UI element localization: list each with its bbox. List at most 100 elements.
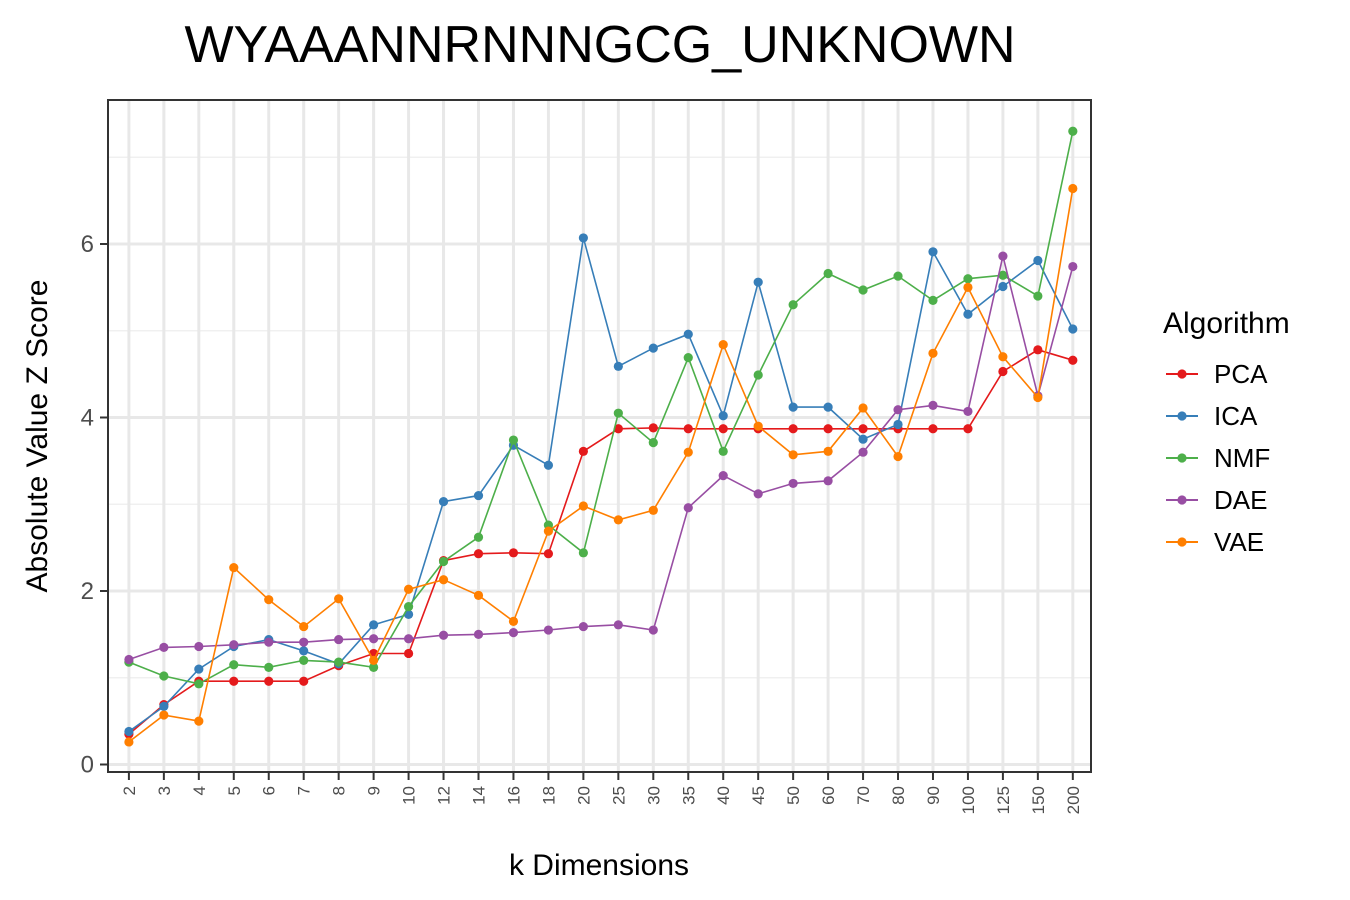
data-point-vae	[264, 595, 274, 605]
data-point-ica	[578, 233, 588, 243]
grid-lines	[108, 100, 1091, 772]
data-point-pca	[998, 366, 1008, 377]
series-line-dae	[128, 255, 1074, 661]
legend-label: PCA	[1214, 359, 1268, 389]
data-point-ica	[1068, 324, 1078, 334]
x-tick-label: 30	[644, 786, 663, 805]
legend-label: VAE	[1214, 527, 1264, 557]
data-point-vae	[159, 710, 169, 720]
legend-key-point	[1177, 537, 1187, 547]
data-point-dae	[823, 476, 833, 486]
data-point-nmf	[159, 671, 169, 681]
data-point-vae	[299, 621, 309, 632]
data-point-vae	[438, 575, 449, 585]
series-line-vae	[128, 188, 1074, 743]
data-point-vae	[403, 584, 414, 594]
data-point-nmf	[753, 370, 763, 380]
data-point-nmf	[998, 270, 1008, 280]
data-point-vae	[124, 737, 134, 747]
x-tick-label: 70	[854, 786, 873, 805]
data-point-nmf	[648, 438, 658, 448]
data-point-vae	[998, 352, 1008, 362]
data-point-pca	[858, 424, 868, 434]
data-point-pca	[718, 424, 728, 434]
data-point-nmf	[823, 268, 833, 279]
data-point-ica	[998, 281, 1008, 292]
data-point-vae	[753, 421, 763, 431]
data-point-dae	[893, 405, 903, 415]
x-tick-label: 125	[994, 786, 1013, 814]
data-point-nmf	[403, 602, 414, 612]
legend-label: NMF	[1214, 443, 1270, 473]
x-tick-label: 100	[959, 786, 978, 814]
data-point-nmf	[963, 274, 973, 284]
data-point-ica	[928, 247, 938, 257]
x-tick-label: 16	[504, 786, 523, 805]
data-point-vae	[473, 590, 484, 600]
legend-item-pca: PCA	[1166, 359, 1268, 389]
data-point-ica	[473, 490, 484, 501]
data-point-dae	[613, 620, 623, 630]
data-point-nmf	[1033, 291, 1043, 301]
data-point-nmf	[893, 271, 903, 281]
data-point-ica	[963, 309, 973, 319]
data-point-ica	[613, 361, 623, 371]
data-point-vae	[194, 716, 204, 726]
x-tick-label: 20	[574, 786, 593, 805]
x-tick-label: 150	[1029, 786, 1048, 814]
x-tick-label: 45	[749, 786, 768, 805]
data-point-nmf	[578, 548, 588, 558]
data-point-pca	[1068, 355, 1078, 365]
data-point-ica	[369, 620, 379, 630]
data-point-nmf	[229, 660, 239, 670]
data-point-ica	[858, 434, 868, 444]
data-point-nmf	[438, 556, 449, 567]
data-point-vae	[893, 451, 903, 462]
data-point-vae	[578, 501, 588, 511]
data-point-vae	[508, 616, 519, 626]
legend-item-vae: VAE	[1166, 527, 1264, 557]
data-point-ica	[893, 419, 903, 430]
data-point-dae	[159, 642, 169, 652]
data-point-nmf	[858, 285, 868, 295]
data-point-dae	[858, 447, 868, 457]
legend-item-dae: DAE	[1166, 485, 1267, 515]
data-point-nmf	[194, 679, 204, 689]
y-tick-label: 0	[81, 752, 94, 779]
data-point-ica	[159, 701, 169, 711]
data-point-dae	[194, 641, 204, 652]
legend-key-point	[1177, 495, 1187, 505]
data-point-dae	[508, 628, 519, 638]
data-point-ica	[788, 402, 798, 412]
x-tick-label: 2	[120, 786, 139, 795]
series-lines	[124, 126, 1078, 747]
data-point-vae	[718, 340, 728, 350]
data-point-vae	[823, 446, 833, 456]
data-point-vae	[648, 505, 658, 515]
data-point-pca	[823, 424, 833, 434]
data-point-pca	[403, 648, 414, 659]
data-point-dae	[543, 625, 554, 635]
legend-label: ICA	[1214, 401, 1258, 431]
data-point-nmf	[508, 435, 519, 445]
data-point-ica	[753, 277, 763, 287]
series-nmf	[124, 126, 1078, 689]
data-point-dae	[334, 634, 344, 645]
data-point-dae	[963, 406, 973, 417]
legend-key-point	[1177, 453, 1187, 463]
data-point-vae	[369, 655, 379, 666]
data-point-nmf	[718, 446, 728, 456]
x-tick-label: 3	[155, 786, 174, 795]
x-tick-label: 90	[924, 786, 943, 805]
data-point-ica	[648, 343, 658, 353]
data-point-dae	[124, 654, 134, 665]
data-point-pca	[229, 676, 239, 686]
data-point-nmf	[473, 532, 484, 542]
data-point-vae	[683, 447, 693, 457]
data-point-pca	[928, 424, 938, 434]
legend: Algorithm PCA ICA NMF DAE VAE	[1163, 307, 1290, 557]
data-point-pca	[578, 446, 588, 456]
data-point-ica	[438, 497, 449, 507]
data-point-nmf	[299, 655, 309, 666]
data-point-dae	[788, 478, 798, 489]
